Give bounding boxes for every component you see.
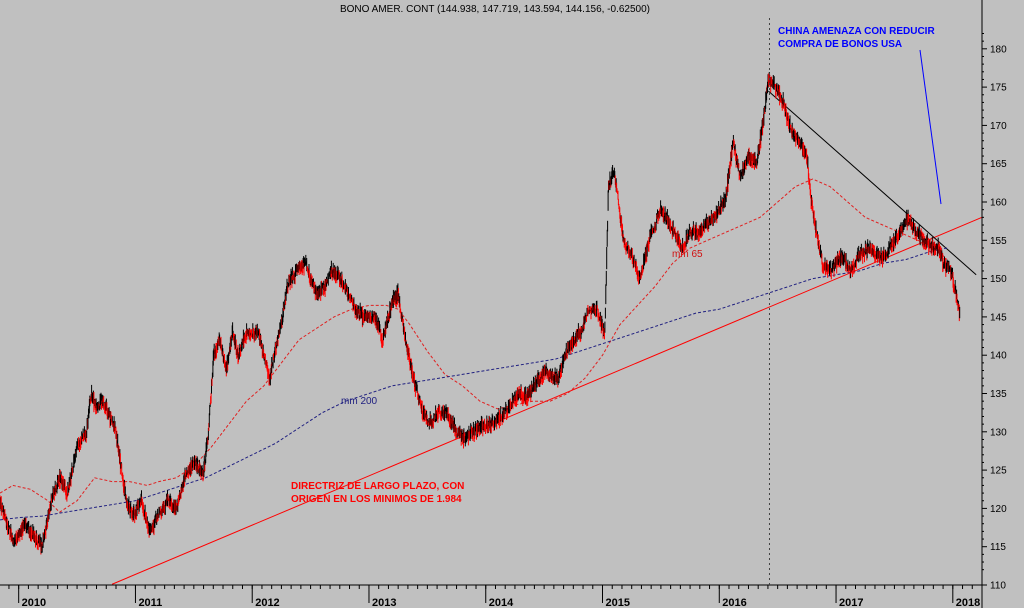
y-tick-label-180: 180 xyxy=(990,44,1007,55)
x-tick-label-2010: 2010 xyxy=(22,597,46,608)
y-tick-label-145: 145 xyxy=(990,312,1007,323)
x-tick-label-2015: 2015 xyxy=(606,597,630,608)
y-tick-label-155: 155 xyxy=(990,236,1007,247)
y-tick-label-125: 125 xyxy=(990,466,1007,477)
x-tick-label-2016: 2016 xyxy=(722,597,746,608)
china-annotation-arrow xyxy=(919,49,942,205)
series-mm-65 xyxy=(0,178,948,513)
moving-averages-layer xyxy=(0,178,948,521)
ma200-label: mm 200 xyxy=(341,396,378,407)
y-tick-label-150: 150 xyxy=(990,274,1007,285)
y-tick-label-165: 165 xyxy=(990,159,1007,170)
x-tick-label-2012: 2012 xyxy=(255,597,279,608)
x-tick-label-2017: 2017 xyxy=(839,597,863,608)
x-tick-label-2018: 2018 xyxy=(956,597,980,608)
y-tick-label-175: 175 xyxy=(990,83,1007,94)
y-tick-label-140: 140 xyxy=(990,351,1007,362)
x-tick-label-2013: 2013 xyxy=(372,597,396,608)
x-tick-label-2011: 2011 xyxy=(138,597,162,608)
y-tick-label-120: 120 xyxy=(990,504,1007,515)
ma65-label: mm 65 xyxy=(672,249,703,260)
y-tick-label-110: 110 xyxy=(990,581,1006,592)
long-term-line-annotation-line2: ORIGEN EN LOS MINIMOS DE 1.984 xyxy=(291,494,462,505)
y-tick-label-170: 170 xyxy=(990,121,1007,132)
china-annotation-line2: COMPRA DE BONOS USA xyxy=(778,39,902,50)
china-annotation-line1: CHINA AMENAZA CON REDUCIR xyxy=(778,26,935,37)
series-mm-200 xyxy=(0,247,948,521)
chart-title: BONO AMER. CONT (144.938, 147.719, 143.5… xyxy=(340,4,650,15)
y-tick-label-160: 160 xyxy=(990,198,1007,209)
y-tick-label-115: 115 xyxy=(990,542,1006,553)
candles-layer xyxy=(0,72,961,555)
x-tick-label-2014: 2014 xyxy=(489,597,514,608)
y-tick-label-135: 135 xyxy=(990,389,1007,400)
y-tick-label-130: 130 xyxy=(990,427,1007,438)
long-term-line-annotation-line1: DIRECTRIZ DE LARGO PLAZO, CON xyxy=(291,481,464,492)
trendline-2 xyxy=(767,90,977,276)
